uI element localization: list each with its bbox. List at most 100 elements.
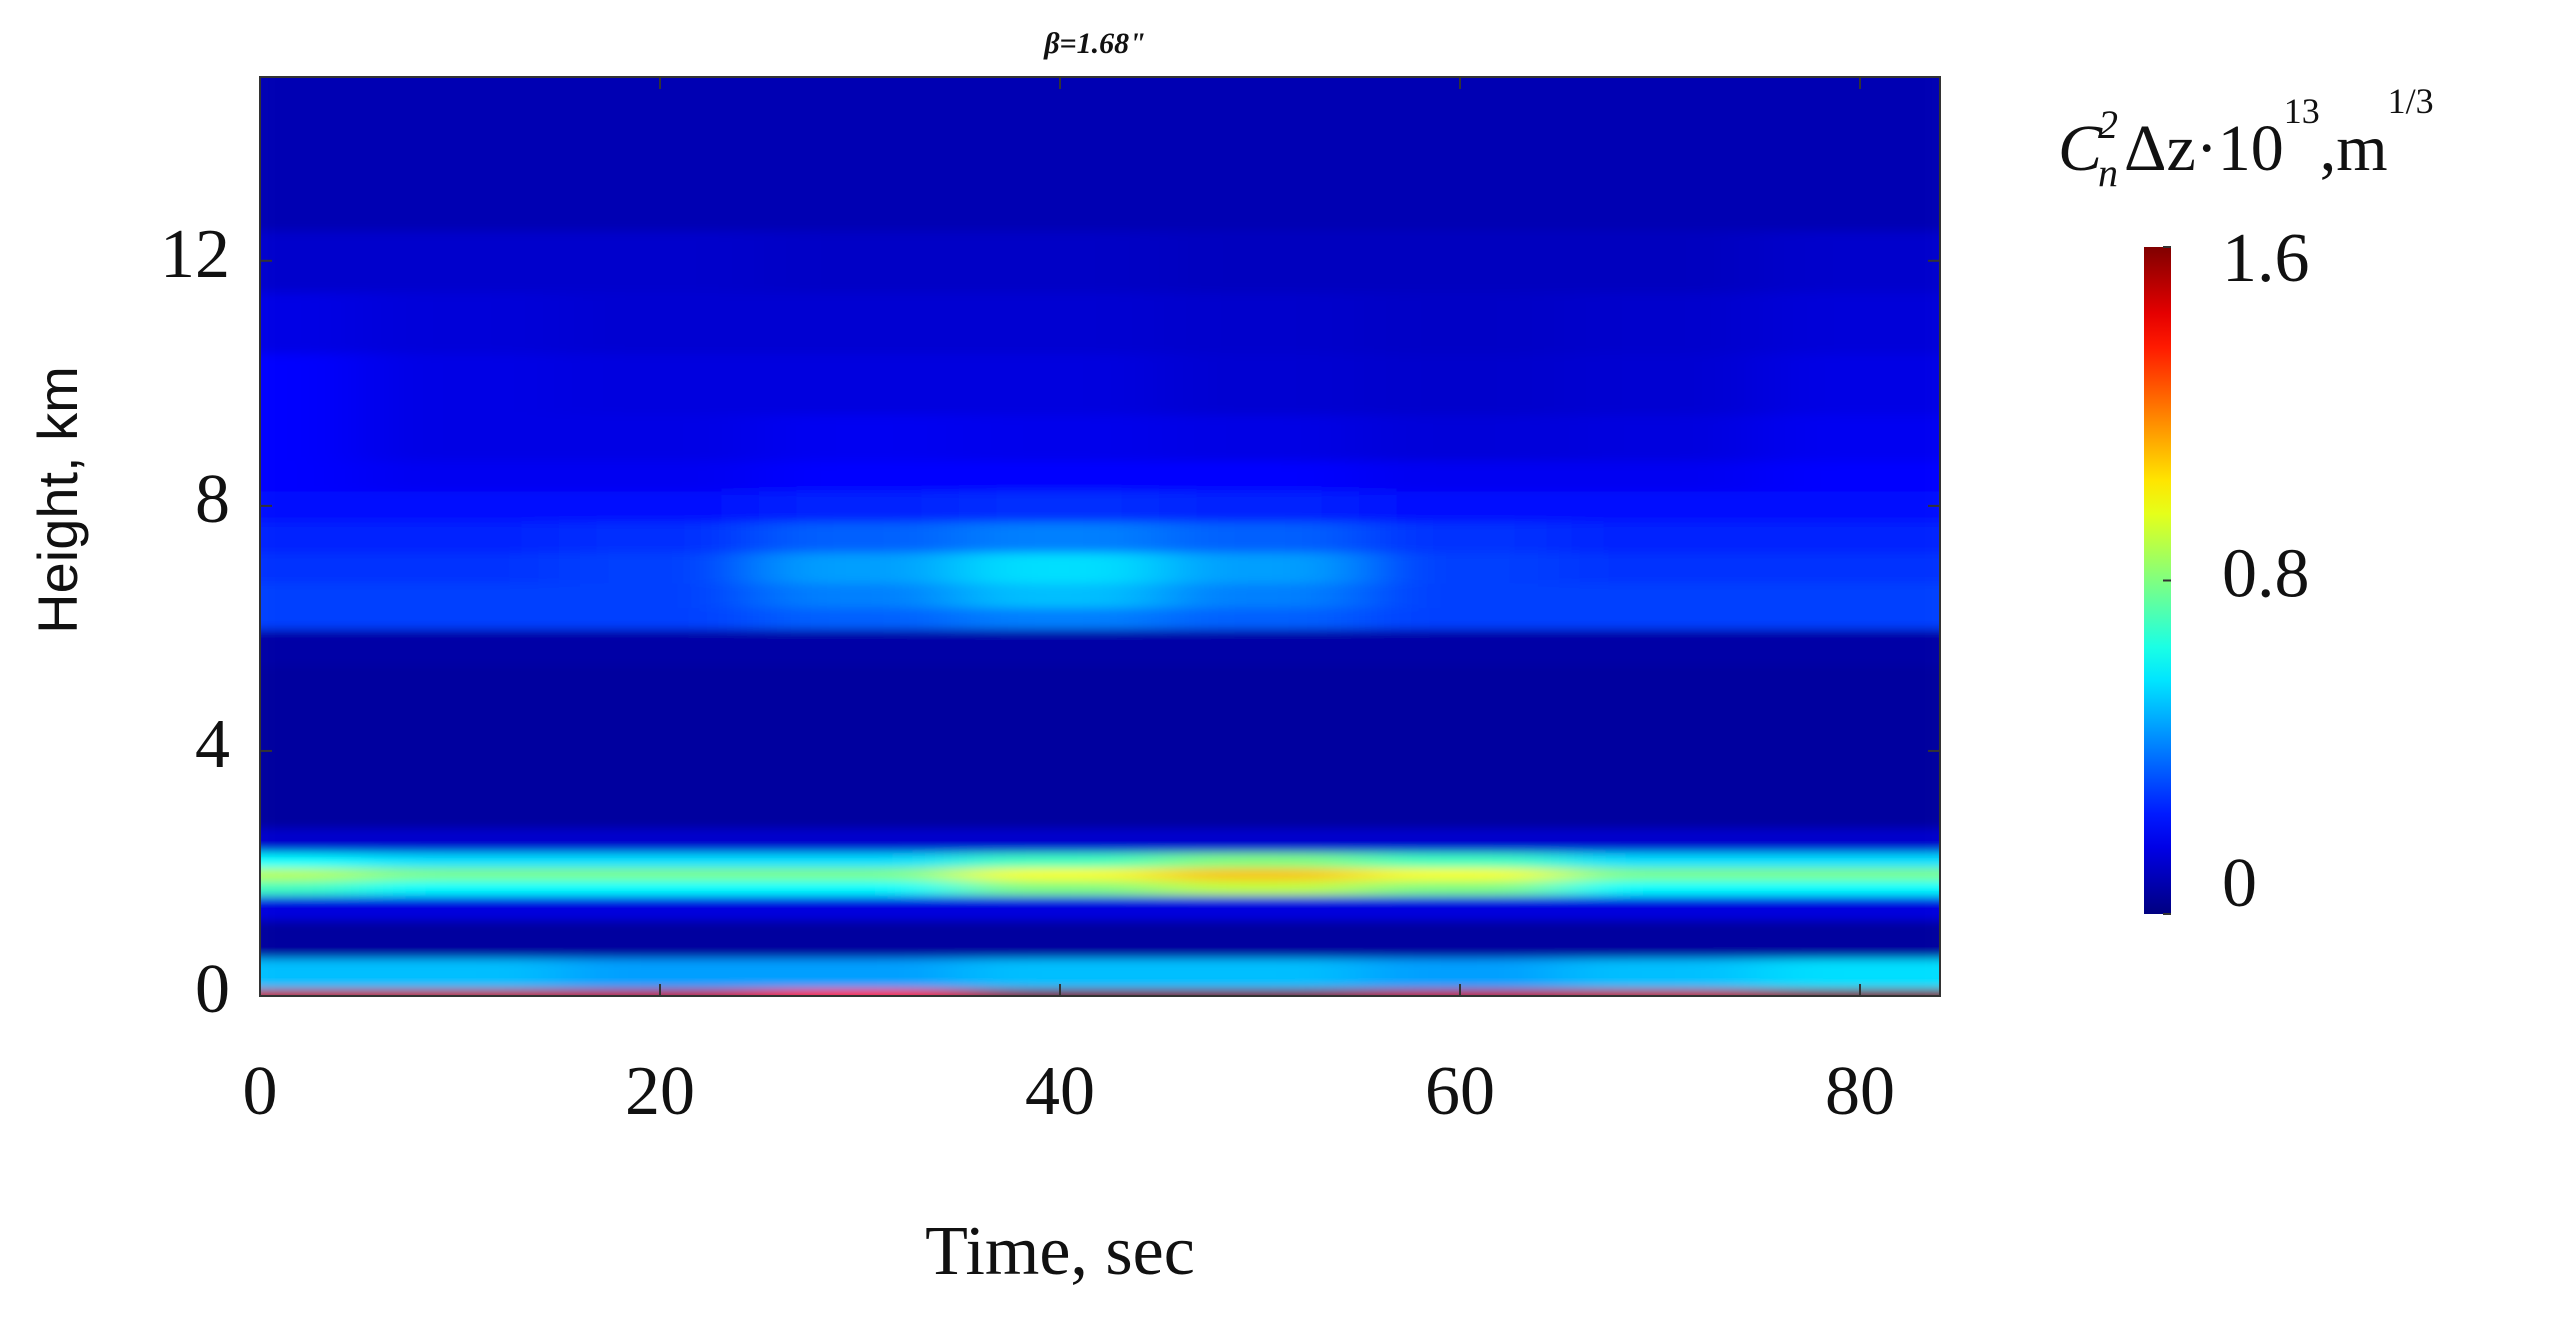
heatmap-cell — [559, 77, 761, 109]
heatmap-cell — [759, 581, 961, 608]
heatmap-cell — [559, 719, 761, 783]
heatmap-cell — [959, 918, 1161, 959]
heatmap-cell — [1759, 581, 1940, 608]
heatmap-cell — [959, 581, 1161, 608]
heatmap-cell — [759, 956, 961, 990]
colorbar-label-part: Δz·10 — [2124, 112, 2284, 185]
heatmap-cell — [559, 106, 761, 170]
heatmap-cell — [1559, 893, 1761, 921]
heatmap-cell — [959, 719, 1161, 783]
heatmap-cell — [1559, 458, 1761, 492]
heatmap-cell — [1759, 550, 1940, 584]
heatmap-cell — [1359, 581, 1561, 608]
heatmap-cell — [359, 893, 561, 921]
heatmap-cell — [1559, 987, 1761, 996]
colorbar-label-part: n — [2098, 150, 2118, 195]
heatmap-cell — [759, 605, 961, 630]
heatmap-cell — [260, 956, 361, 990]
heatmap-cell — [1759, 878, 1940, 896]
heatmap-cell — [559, 878, 761, 896]
heatmap — [260, 77, 1940, 996]
heatmap-cell — [759, 412, 961, 461]
heatmap-cell — [1759, 106, 1940, 170]
y-tick-label: 8 — [195, 461, 230, 538]
heatmap-cell — [1159, 878, 1361, 896]
heatmap-cell — [759, 550, 961, 584]
heatmap-cell — [1359, 290, 1561, 354]
x-tick-label: 80 — [1825, 1053, 1895, 1130]
heatmap-cell — [359, 458, 561, 492]
heatmap-cell — [559, 229, 761, 293]
heatmap-cell — [1159, 605, 1361, 630]
heatmap-cell — [1359, 77, 1561, 109]
heatmap-cell — [359, 605, 561, 630]
heatmap-cell — [1559, 229, 1761, 293]
heatmap-cell — [959, 627, 1161, 667]
y-tick-label: 4 — [195, 706, 230, 783]
colorbar-tick-label: 0 — [2222, 845, 2257, 922]
heatmap-cell — [359, 550, 561, 584]
heatmap-cell — [1559, 77, 1761, 109]
heatmap-cell — [1559, 780, 1761, 829]
heatmap-cell — [260, 851, 361, 869]
heatmap-cell — [1359, 956, 1561, 990]
heatmap-cell — [1359, 489, 1561, 523]
colorbar-label-part: 1/3 — [2388, 81, 2434, 121]
heatmap-cell — [959, 290, 1161, 354]
heatmap-cell — [1159, 550, 1361, 584]
heatmap-cell — [959, 550, 1161, 584]
heatmap-cell — [1359, 866, 1561, 881]
heatmap-cell — [759, 458, 961, 492]
heatmap-cell — [1159, 458, 1361, 492]
heatmap-cell — [759, 77, 961, 109]
heatmap-cell — [1159, 412, 1361, 461]
heatmap-cell — [559, 581, 761, 608]
heatmap-cell — [1759, 627, 1940, 667]
heatmap-cell — [1559, 664, 1761, 722]
heatmap-cell — [959, 851, 1161, 869]
heatmap-cell — [260, 77, 361, 109]
heatmap-cell — [359, 167, 561, 232]
heatmap-cell — [359, 106, 561, 170]
heatmap-cell — [260, 581, 361, 608]
heatmap-cell — [559, 956, 761, 990]
heatmap-cell — [1159, 77, 1361, 109]
heatmap-cell — [260, 664, 361, 722]
heatmap-cell — [1559, 918, 1761, 959]
heatmap-cell — [1759, 719, 1940, 783]
heatmap-cell — [359, 581, 561, 608]
heatmap-cell — [1559, 866, 1761, 881]
y-tick-label: 0 — [195, 951, 230, 1028]
heatmap-cell — [1159, 290, 1361, 354]
heatmap-cell — [1359, 851, 1561, 869]
heatmap-cell — [1159, 167, 1361, 232]
heatmap-cell — [1559, 550, 1761, 584]
plot-area — [260, 77, 1940, 996]
heatmap-cell — [359, 851, 561, 869]
heatmap-cell — [1159, 351, 1361, 415]
heatmap-cell — [1759, 412, 1940, 461]
heatmap-cell — [359, 826, 561, 854]
heatmap-cell — [959, 412, 1161, 461]
heatmap-cell — [260, 878, 361, 896]
heatmap-cell — [359, 664, 561, 722]
heatmap-cell — [1359, 627, 1561, 667]
heatmap-cell — [759, 520, 961, 553]
heatmap-cell — [559, 351, 761, 415]
heatmap-cell — [559, 893, 761, 921]
heatmap-cell — [1159, 866, 1361, 881]
heatmap-cell — [959, 605, 1161, 630]
heatmap-cell — [1359, 106, 1561, 170]
heatmap-cell — [759, 489, 961, 523]
heatmap-cell — [1159, 229, 1361, 293]
heatmap-cell — [959, 866, 1161, 881]
heatmap-cell — [559, 489, 761, 523]
heatmap-cell — [559, 780, 761, 829]
colorbar-tick-label: 0.8 — [2222, 536, 2310, 613]
heatmap-cell — [559, 290, 761, 354]
heatmap-cell — [1759, 664, 1940, 722]
heatmap-cell — [359, 351, 561, 415]
heatmap-cell — [1359, 719, 1561, 783]
colorbar-label-part: 13 — [2284, 91, 2320, 131]
heatmap-cell — [359, 627, 561, 667]
